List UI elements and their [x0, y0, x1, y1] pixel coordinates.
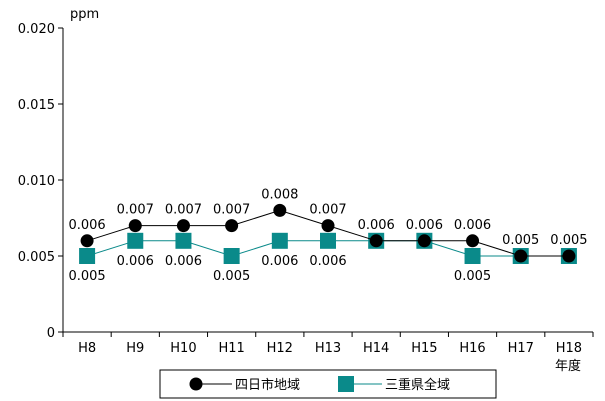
x-tick-label: H16 — [459, 341, 485, 356]
legend-marker-square — [338, 376, 354, 392]
data-point-circle — [514, 250, 527, 263]
data-point-circle — [273, 204, 286, 217]
x-tick-label: H12 — [267, 341, 293, 356]
x-tick-label: H17 — [508, 341, 534, 356]
x-tick-label: H10 — [170, 341, 196, 356]
data-label: 0.007 — [309, 203, 346, 218]
data-point-circle — [466, 234, 479, 247]
data-label: 0.006 — [165, 254, 202, 269]
data-label: 0.007 — [117, 203, 154, 218]
data-point-square — [175, 233, 191, 249]
legend-label-0: 四日市地域 — [235, 377, 300, 393]
x-axis-unit: 年度 — [555, 358, 581, 374]
y-tick-label: 0.015 — [18, 98, 55, 113]
y-axis-unit: ppm — [70, 7, 99, 22]
data-point-circle — [370, 234, 383, 247]
data-label: 0.006 — [261, 254, 298, 269]
data-point-square — [465, 248, 481, 264]
y-tick-label: 0.010 — [18, 174, 55, 189]
data-point-circle — [81, 234, 94, 247]
data-point-circle — [562, 250, 575, 263]
data-point-square — [127, 233, 143, 249]
data-point-circle — [225, 219, 238, 232]
data-label: 0.005 — [454, 269, 491, 284]
data-point-square — [272, 233, 288, 249]
axes: 0 0.005 0.010 0.015 0.020 H8 H9 H10 H11 H12 H13 H14… — [18, 22, 593, 356]
data-label: 0.007 — [165, 203, 202, 218]
data-label: 0.008 — [261, 187, 298, 202]
x-tick-label: H14 — [363, 341, 389, 356]
x-tick-label: H8 — [78, 341, 96, 356]
data-label: 0.006 — [68, 218, 105, 233]
x-tick-label: H11 — [218, 341, 244, 356]
data-label: 0.006 — [309, 254, 346, 269]
legend-marker-circle — [190, 378, 203, 391]
data-point-circle — [177, 219, 190, 232]
data-point-square — [224, 248, 240, 264]
data-label: 0.005 — [502, 233, 539, 248]
y-tick-label: 0.020 — [18, 22, 55, 37]
x-tick-label: H18 — [556, 341, 582, 356]
y-tick-label: 0 — [47, 326, 55, 341]
data-point-circle — [418, 234, 431, 247]
data-point-square — [79, 248, 95, 264]
data-point-circle — [322, 219, 335, 232]
x-tick-label: H13 — [315, 341, 341, 356]
data-point-square — [320, 233, 336, 249]
legend-label-1: 三重県全域 — [385, 377, 450, 393]
data-point-circle — [129, 219, 142, 232]
x-tick-label: H9 — [126, 341, 144, 356]
data-label: 0.007 — [213, 203, 250, 218]
y-tick-label: 0.005 — [18, 250, 55, 265]
data-label: 0.006 — [406, 218, 443, 233]
data-label: 0.006 — [454, 218, 491, 233]
series-layer: 0.006 0.007 0.007 0.007 0.008 0.007 0.006 0.006… — [68, 187, 587, 284]
data-label: 0.005 — [550, 233, 587, 248]
legend: 四日市地域 三重県全域 — [160, 370, 496, 398]
data-label: 0.006 — [117, 254, 154, 269]
x-tick-label: H15 — [411, 341, 437, 356]
data-label: 0.006 — [358, 218, 395, 233]
data-label: 0.005 — [68, 269, 105, 284]
data-label: 0.005 — [213, 269, 250, 284]
